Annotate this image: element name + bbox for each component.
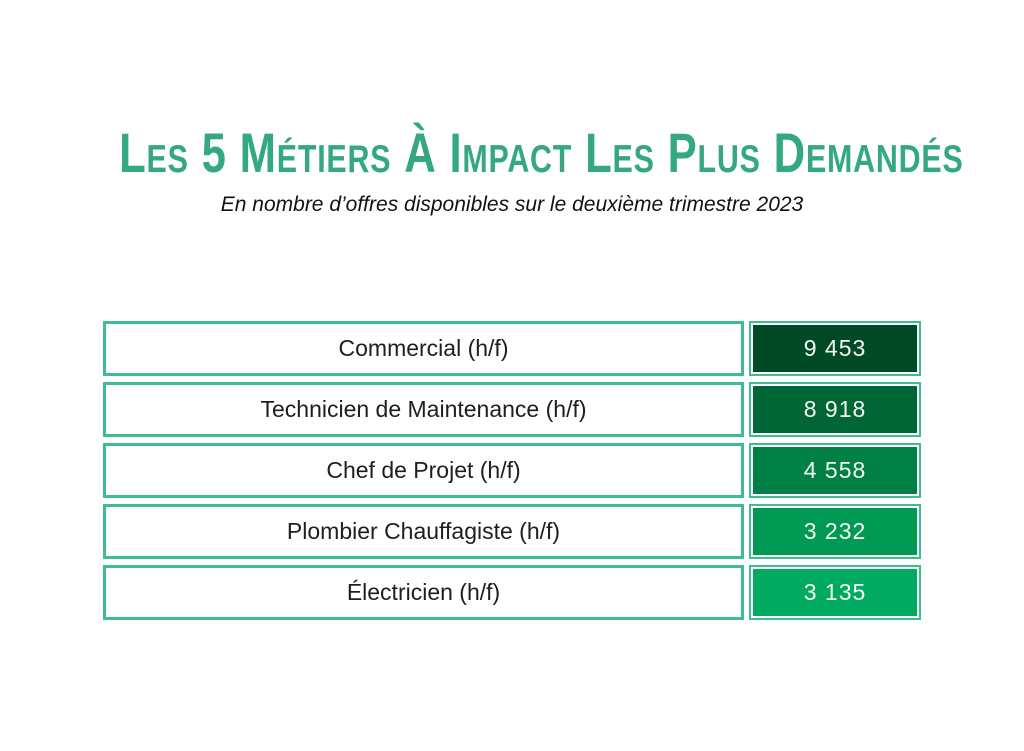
job-label-cell: Chef de Projet (h/f) — [103, 443, 744, 498]
job-value-cell: 3 232 — [749, 504, 921, 559]
table-row: Plombier Chauffagiste (h/f) 3 232 — [103, 504, 921, 559]
table-row: Chef de Projet (h/f) 4 558 — [103, 443, 921, 498]
job-value-cell: 8 918 — [749, 382, 921, 437]
job-value-cell: 9 453 — [749, 321, 921, 376]
job-value-cell: 3 135 — [749, 565, 921, 620]
job-label-cell: Électricien (h/f) — [103, 565, 744, 620]
job-label-cell: Commercial (h/f) — [103, 321, 744, 376]
job-label-cell: Plombier Chauffagiste (h/f) — [103, 504, 744, 559]
jobs-ranking-table: Commercial (h/f) 9 453 Technicien de Mai… — [103, 321, 921, 620]
page-title-text: Les 5 Métiers À Impact Les Plus Demandés — [119, 121, 964, 184]
table-row: Électricien (h/f) 3 135 — [103, 565, 921, 620]
job-label-cell: Technicien de Maintenance (h/f) — [103, 382, 744, 437]
table-row: Commercial (h/f) 9 453 — [103, 321, 921, 376]
page-title: Les 5 Métiers À Impact Les Plus Demandés — [0, 122, 1024, 184]
page-subtitle: En nombre d’offres disponibles sur le de… — [220, 193, 804, 216]
job-value-cell: 4 558 — [749, 443, 921, 498]
table-row: Technicien de Maintenance (h/f) 8 918 — [103, 382, 921, 437]
